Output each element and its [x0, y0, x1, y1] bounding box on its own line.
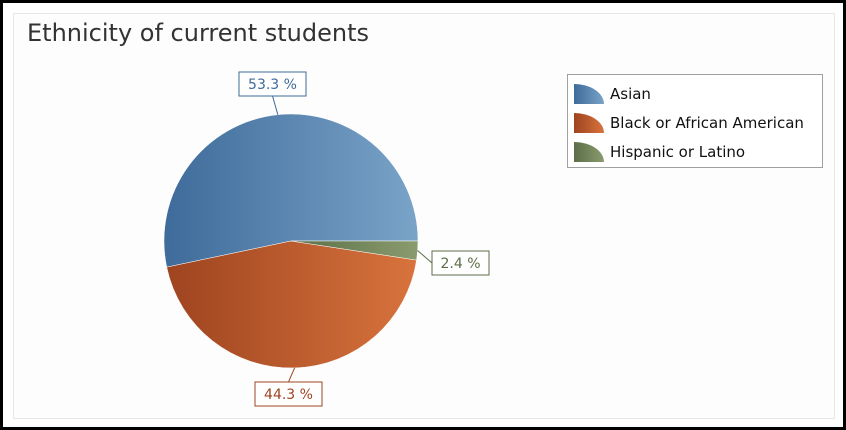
data-label-asian: 53.3 %	[248, 77, 297, 93]
legend-item-hispanic-or-latino: Hispanic or Latino	[568, 137, 822, 166]
pie-slice-black-or-african-american	[166, 240, 417, 369]
pie-chart: 53.3 % 44.3 % 2.4 %	[163, 71, 490, 407]
data-label-black-or-african-american: 44.3 %	[264, 387, 313, 403]
data-label-hispanic-or-latino: 2.4 %	[440, 256, 480, 272]
leader-line-black-or-african-american	[288, 367, 296, 383]
legend-swatch-asian	[574, 83, 604, 104]
pie-slice-asian	[163, 113, 419, 268]
leader-line-asian	[272, 95, 279, 115]
leader-line-hispanic-or-latino	[417, 250, 433, 264]
legend-item-asian: Asian	[568, 79, 822, 108]
legend-swatch-hispanic-or-latino	[574, 141, 604, 162]
chart-title: Ethnicity of current students	[27, 19, 369, 47]
data-label-box-black-or-african-american	[254, 381, 323, 407]
data-label-box-asian	[238, 71, 307, 97]
legend-swatch-black-or-african-american	[574, 112, 604, 133]
data-label-box-hispanic-or-latino	[431, 250, 490, 276]
legend-label-black-or-african-american: Black or African American	[610, 113, 804, 132]
legend-item-black-or-african-american: Black or African American	[568, 108, 822, 137]
legend-label-asian: Asian	[610, 84, 651, 103]
chart-legend: Asian Black or African American Hispanic…	[567, 74, 823, 168]
legend-label-hispanic-or-latino: Hispanic or Latino	[610, 142, 746, 161]
